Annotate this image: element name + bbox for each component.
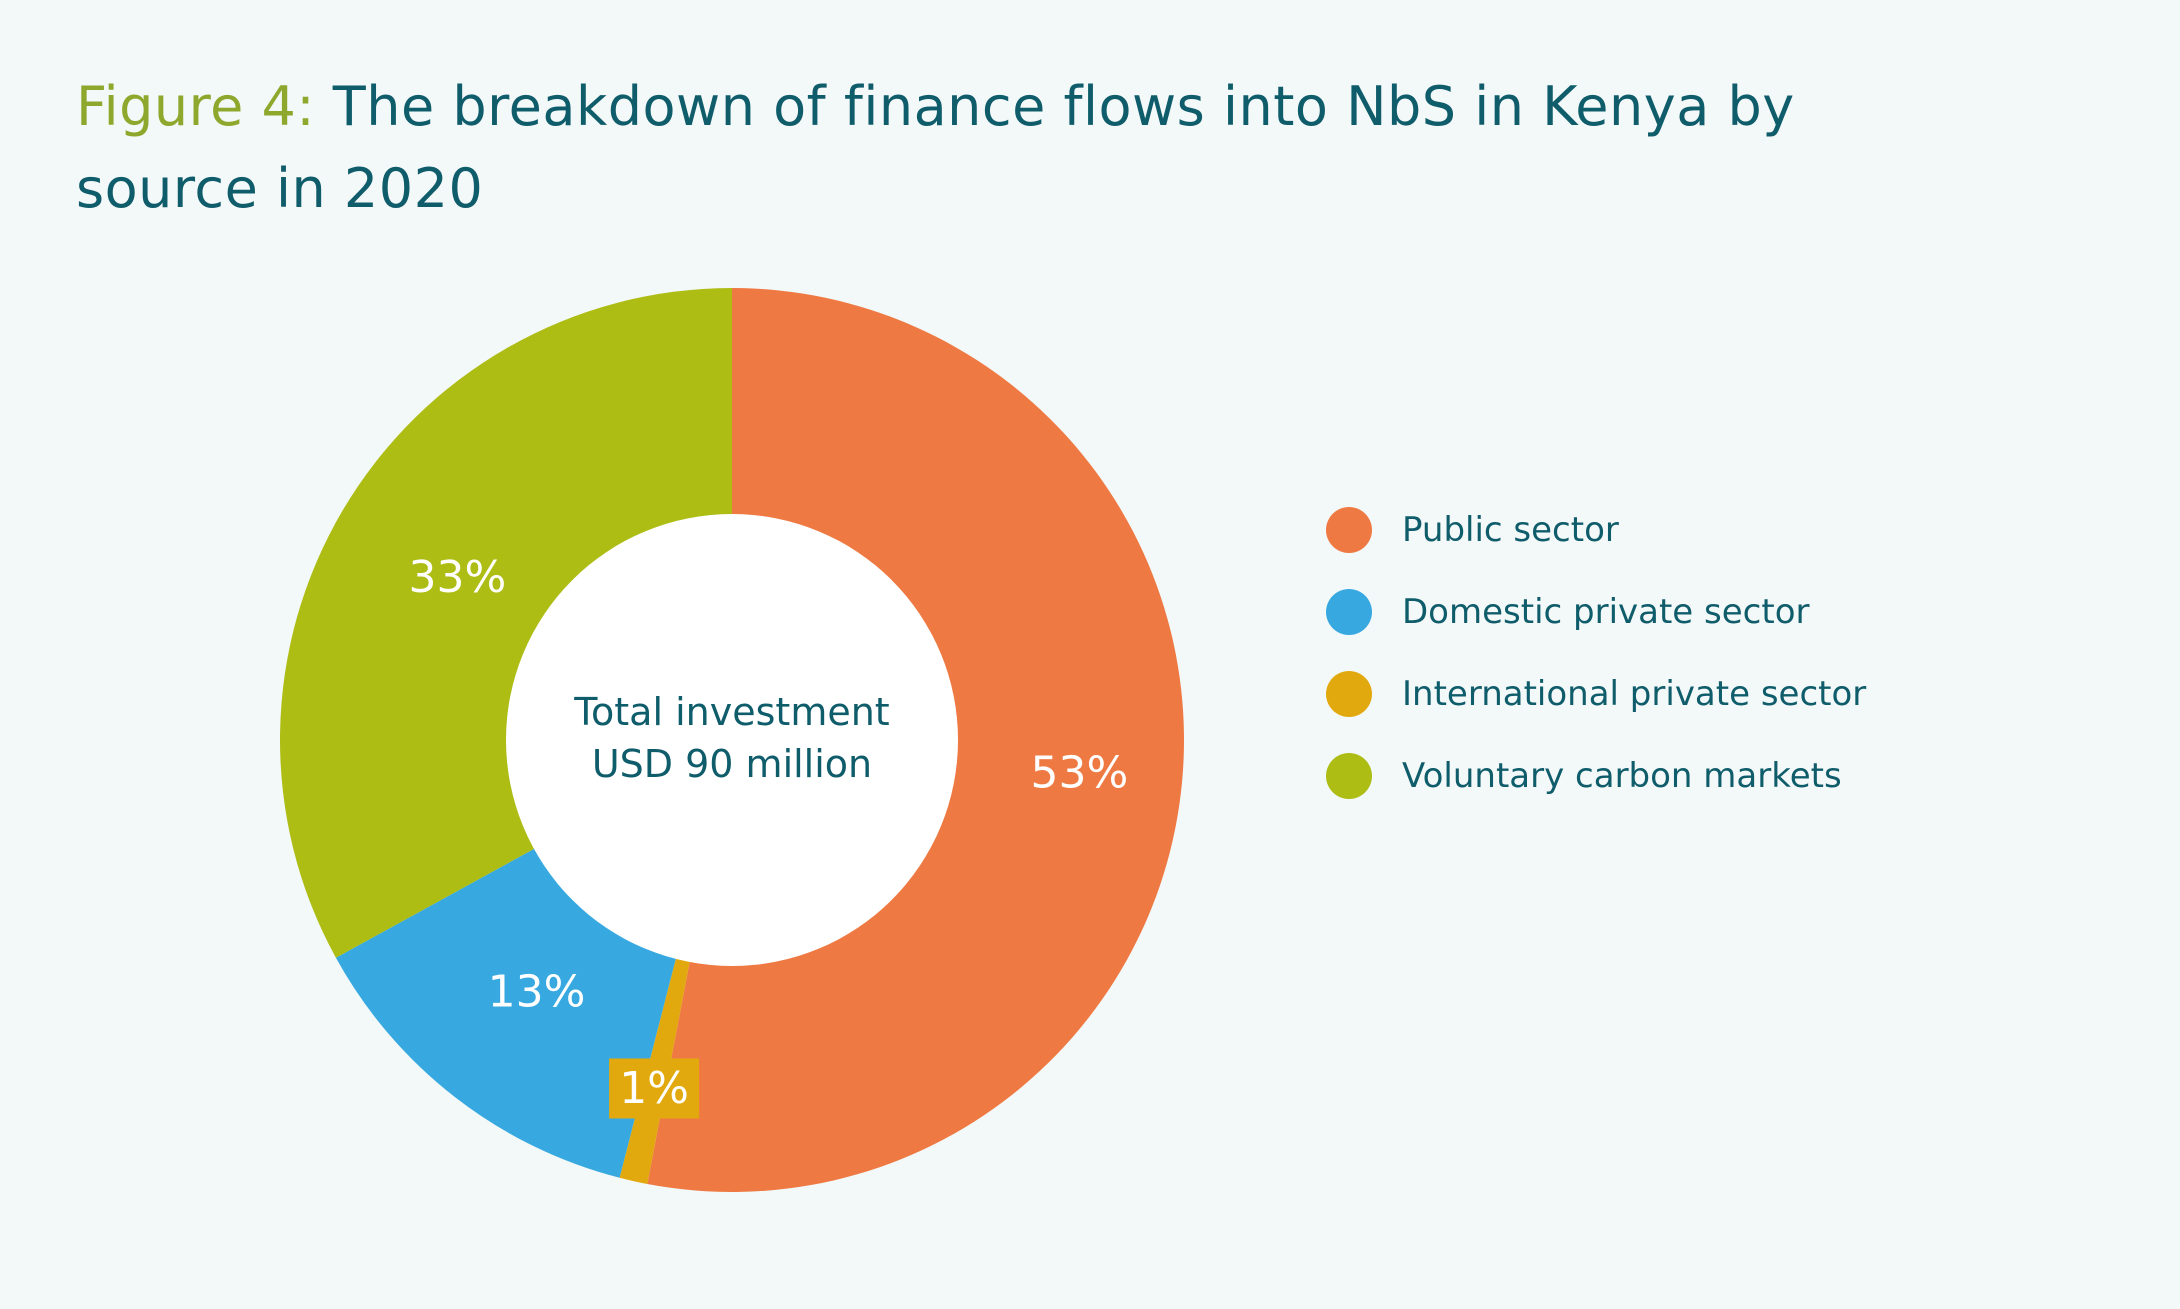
legend-label: International private sector — [1402, 674, 1867, 714]
legend-swatch-public-sector — [1326, 507, 1372, 553]
legend-label: Public sector — [1402, 510, 1619, 550]
slice-label-international-private-sector: 1% — [619, 1063, 689, 1114]
center-label-line: Total investment — [573, 690, 889, 734]
slice-label-box-international-private-sector — [609, 1058, 700, 1119]
legend-swatch-domestic-private-sector — [1326, 589, 1372, 635]
legend-item-domestic-private-sector: Domestic private sector — [1326, 588, 1866, 636]
slice-label-public-sector: 53% — [1031, 747, 1129, 798]
figure-label: Figure 4: — [76, 75, 316, 138]
legend-item-voluntary-carbon-markets: Voluntary carbon markets — [1326, 752, 1866, 800]
legend-item-international-private-sector: International private sector — [1326, 670, 1866, 718]
center-label: Total investment USD 90 million — [573, 690, 889, 786]
legend-item-public-sector: Public sector — [1326, 506, 1866, 554]
center-label-line: USD 90 million — [592, 742, 872, 786]
legend: Public sector Domestic private sector In… — [1326, 506, 1866, 834]
slice-label-voluntary-carbon-markets: 33% — [409, 552, 507, 603]
chart-title: Figure 4: The breakdown of finance flows… — [76, 66, 1976, 230]
legend-swatch-voluntary-carbon-markets — [1326, 753, 1372, 799]
title-text: The breakdown of finance flows into NbS … — [76, 75, 1795, 220]
slice-label-domestic-private-sector: 13% — [488, 967, 586, 1018]
legend-swatch-international-private-sector — [1326, 671, 1372, 717]
slice-labels: 53% 1% 13% 33% — [409, 552, 1129, 1119]
legend-label: Voluntary carbon markets — [1402, 756, 1842, 796]
legend-label: Domestic private sector — [1402, 592, 1810, 632]
donut-hole — [506, 514, 958, 966]
